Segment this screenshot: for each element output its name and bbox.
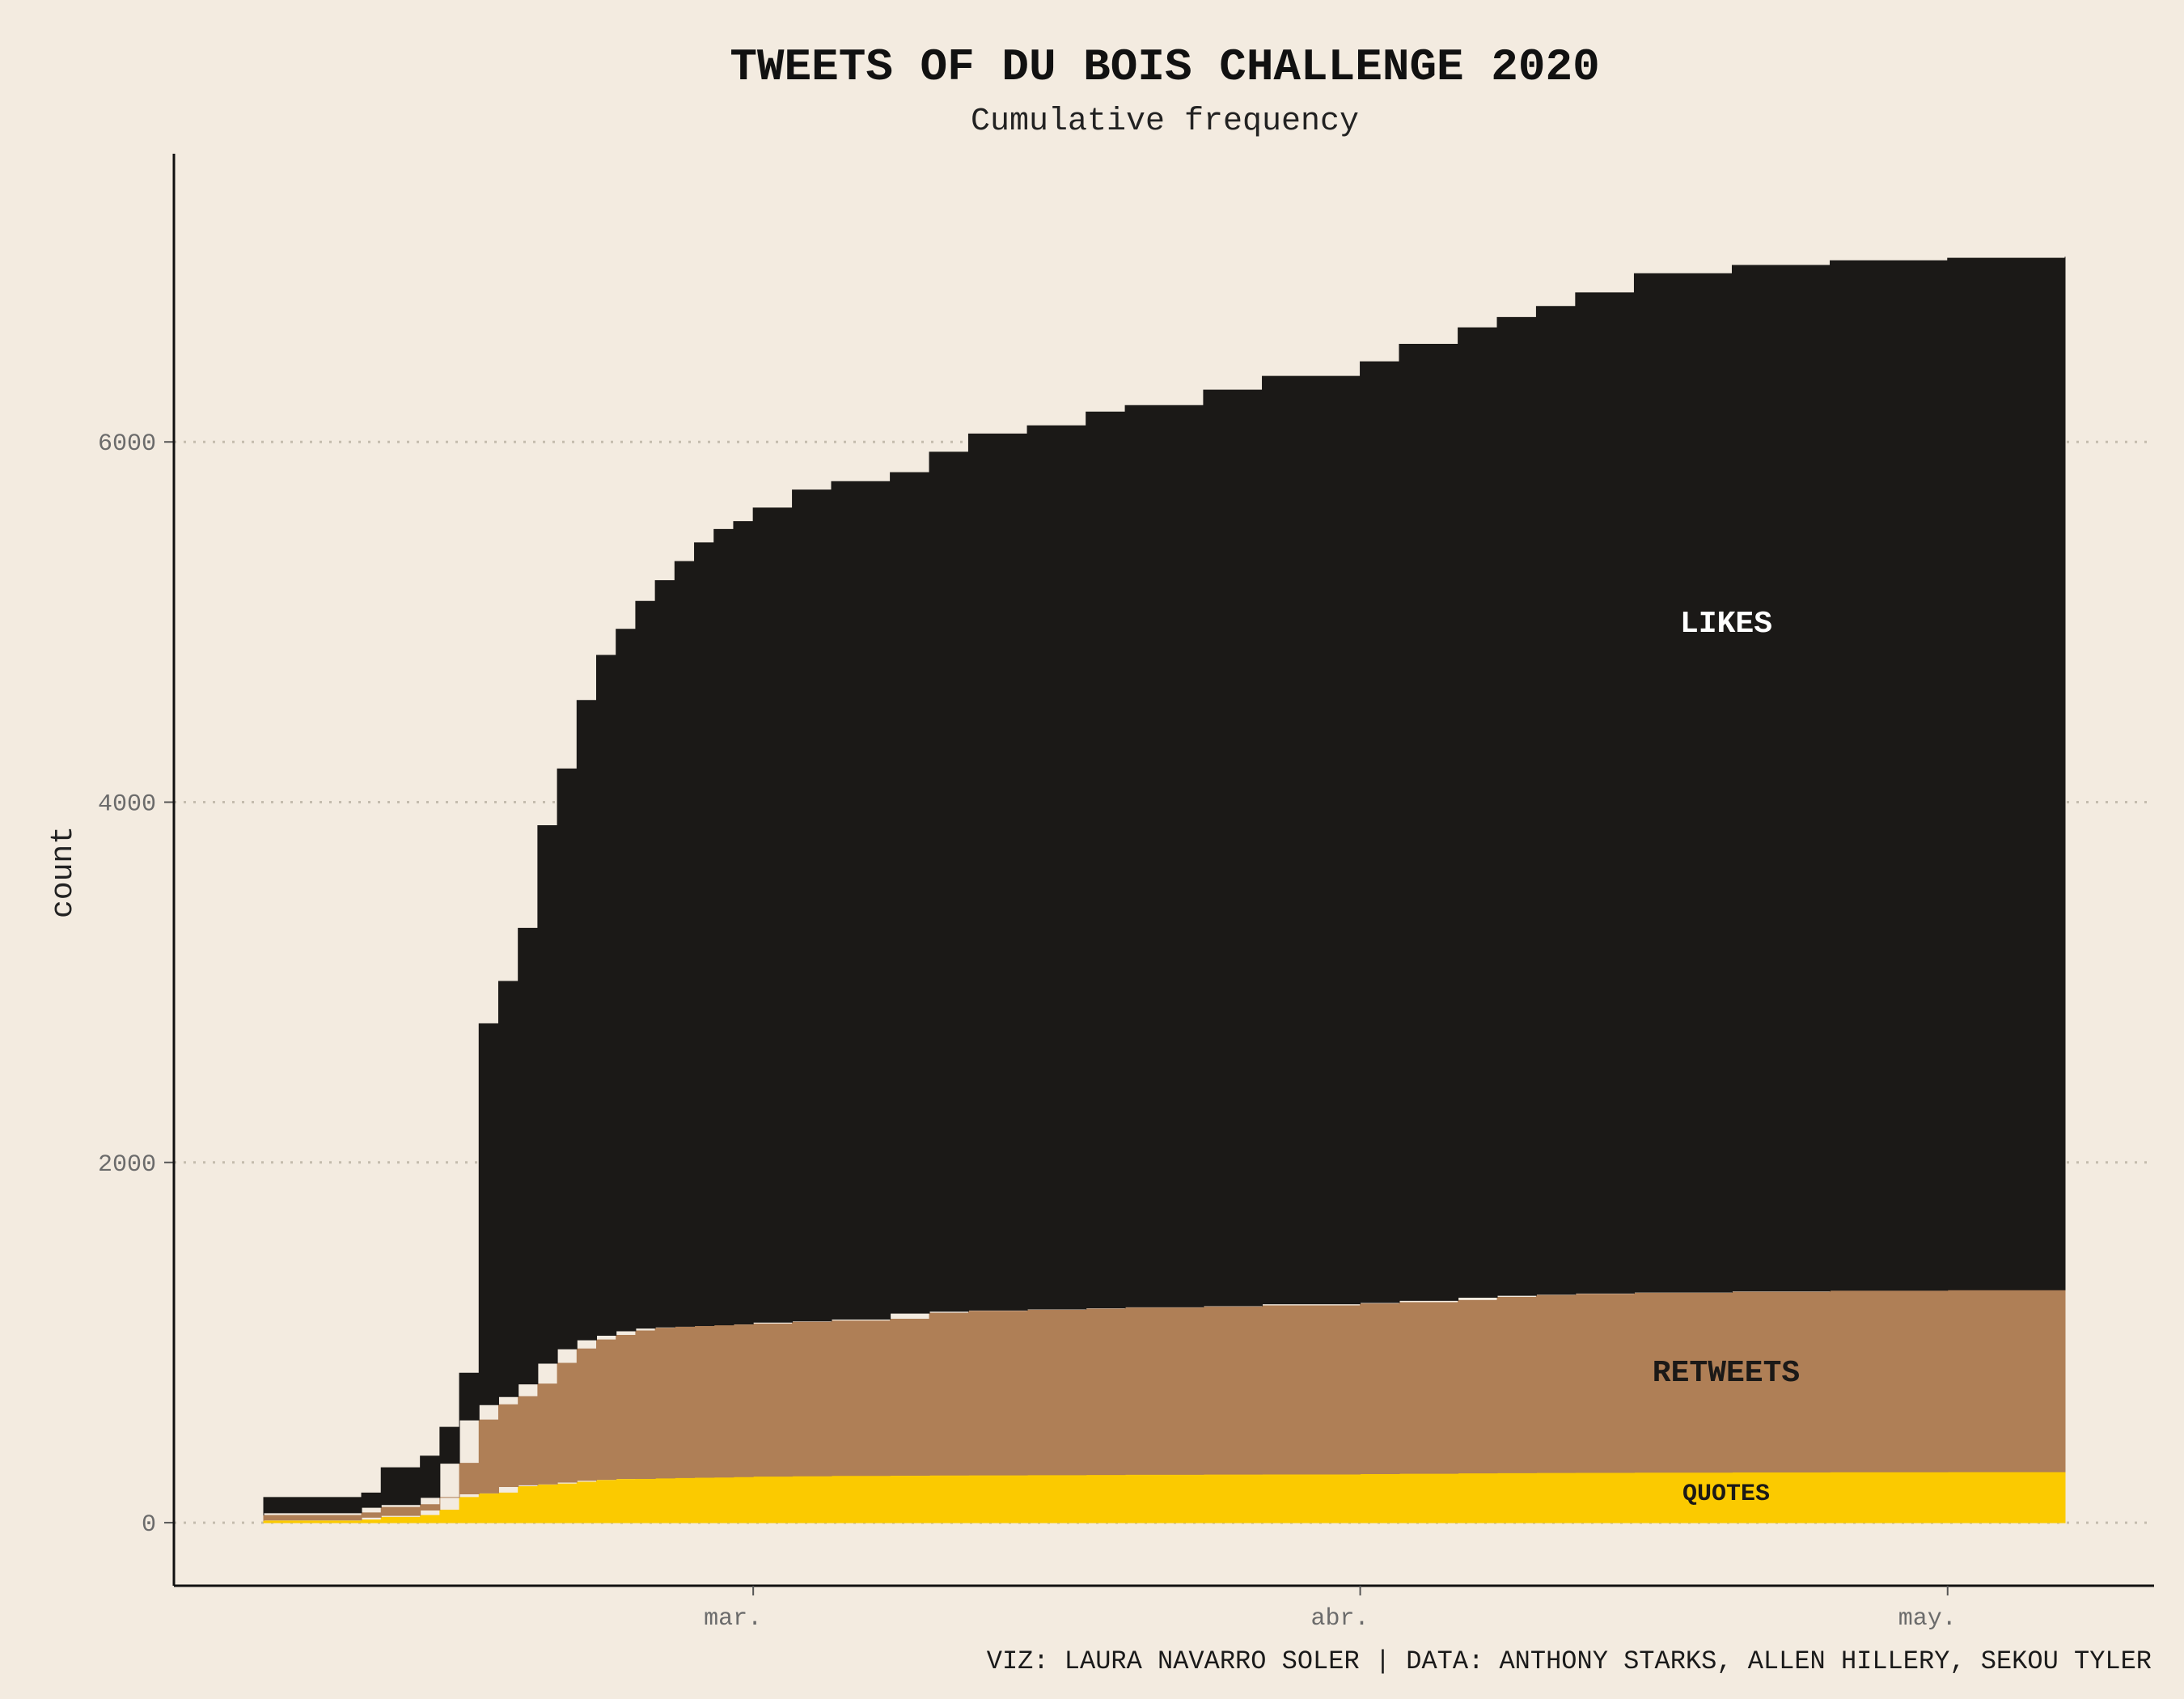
y-tick-label: 6000 — [98, 430, 156, 458]
y-tick-label: 2000 — [98, 1151, 156, 1179]
series-labels: QUOTES RETWEETS LIKES — [1653, 607, 1800, 1508]
y-axis-title: count — [46, 826, 81, 918]
x-tick-label: may. — [1898, 1605, 1957, 1633]
y-tick-label: 0 — [142, 1511, 156, 1539]
x-tick-label: mar. — [704, 1605, 762, 1633]
axes: 0 2000 4000 6000 mar. abr. may. — [98, 154, 2154, 1633]
x-tick-label: abr. — [1311, 1605, 1369, 1633]
series-label-quotes: QUOTES — [1682, 1481, 1770, 1508]
series-label-retweets: RETWEETS — [1653, 1356, 1800, 1391]
chart-subtitle: Cumulative frequency — [971, 104, 1359, 140]
area-retweets — [263, 1290, 2066, 1521]
area-likes — [263, 256, 2066, 1516]
chart-caption: VIZ: LAURA NAVARRO SOLER | DATA: ANTHONY… — [987, 1646, 2152, 1676]
y-tick-label: 4000 — [98, 791, 156, 819]
stacked-areas — [263, 256, 2066, 1523]
series-label-likes: LIKES — [1680, 607, 1772, 642]
chart-title: TWEETS OF DU BOIS CHALLENGE 2020 — [730, 41, 1599, 93]
